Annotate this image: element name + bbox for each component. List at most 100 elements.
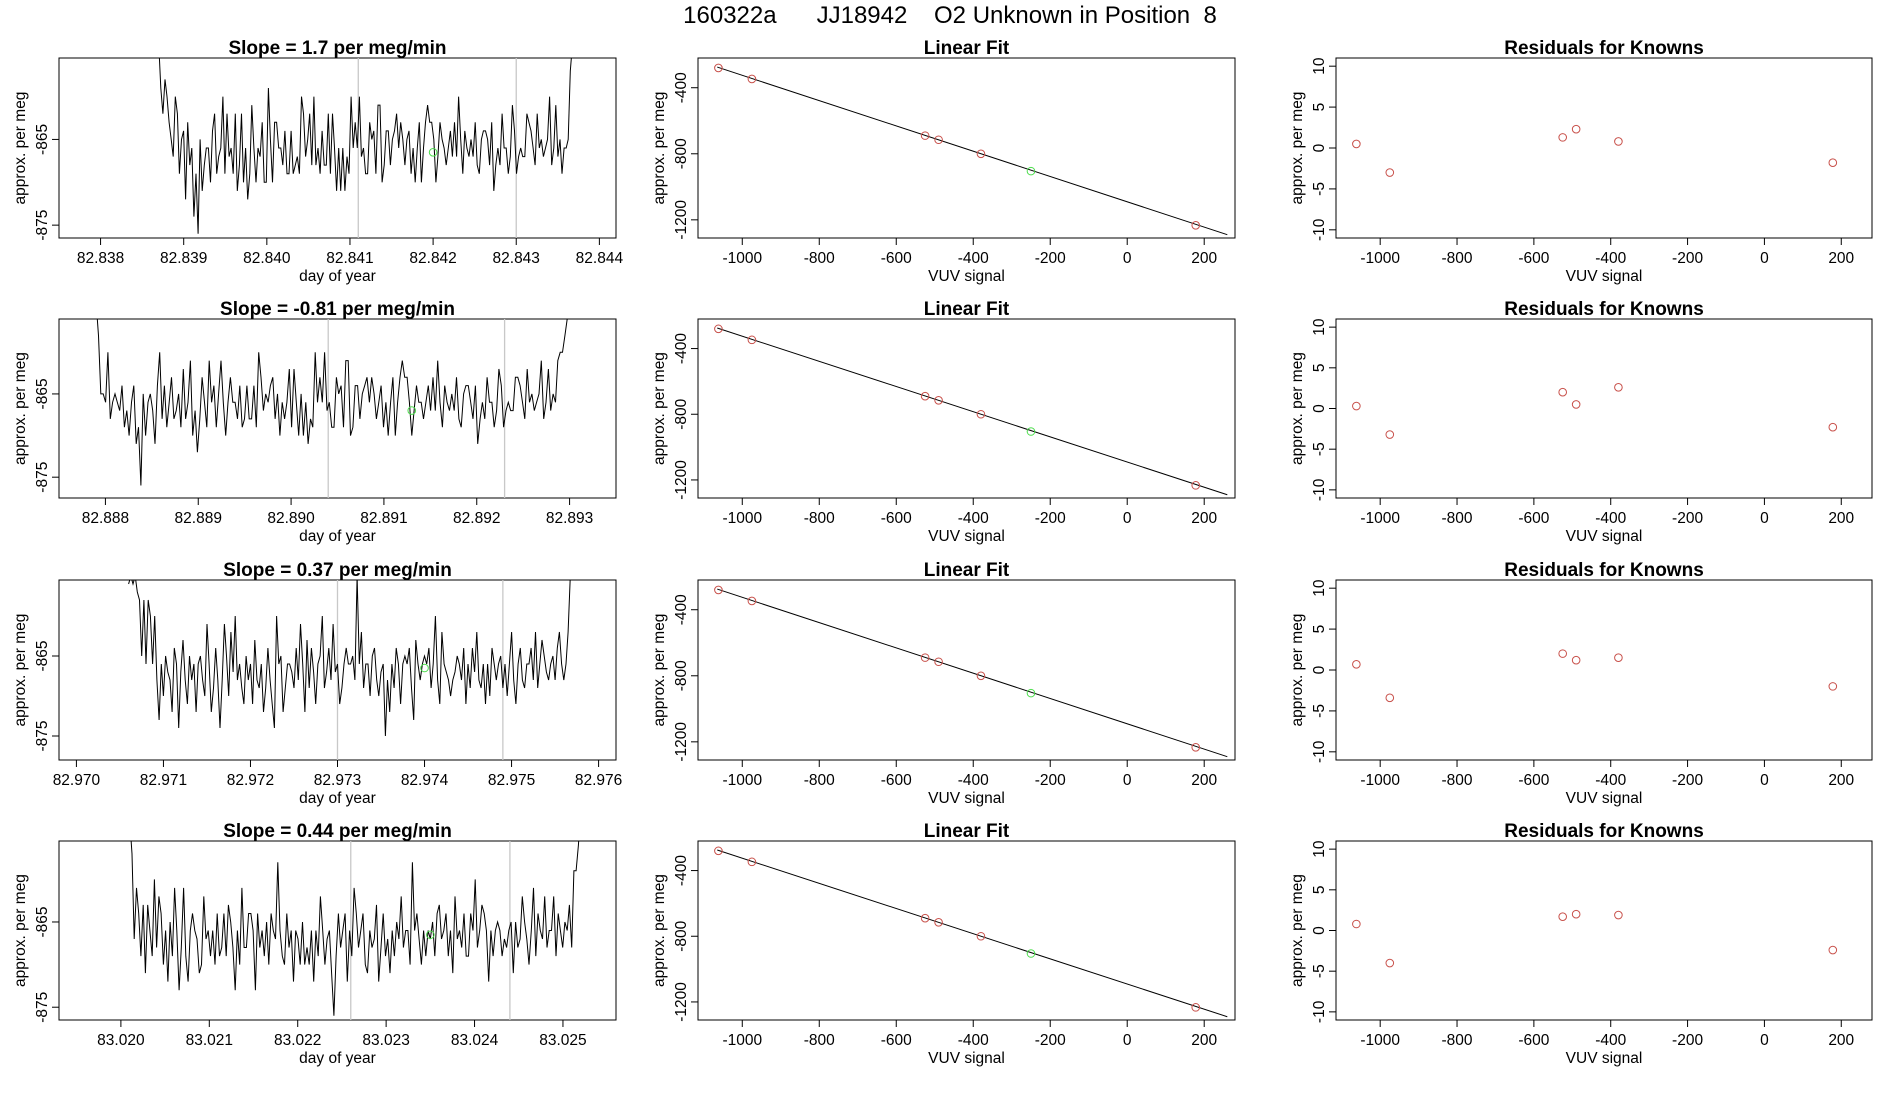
plot-frame <box>58 840 617 1021</box>
x-tick-label: 82.889 <box>175 510 222 527</box>
y-tick-label: -865 <box>34 906 51 937</box>
known-point <box>747 74 757 84</box>
y-axis-label: approx. per meg <box>651 614 668 727</box>
x-tick-label: 0 <box>1123 250 1132 267</box>
known-point <box>920 391 930 401</box>
plot-frame <box>697 318 1236 499</box>
known-point <box>747 857 757 867</box>
x-tick-label: 82.843 <box>493 250 540 267</box>
residual-point <box>1614 910 1623 920</box>
known-point <box>976 149 986 159</box>
plot-frame <box>697 579 1236 761</box>
x-tick-label: -200 <box>1672 250 1703 267</box>
x-tick-label: 0 <box>1123 1032 1132 1049</box>
plot-frame <box>697 57 1236 239</box>
x-tick-label: 82.840 <box>243 250 291 267</box>
x-tick-label: 82.838 <box>77 250 124 267</box>
residual-point <box>1571 655 1581 665</box>
plot-frame <box>1335 840 1873 1021</box>
x-tick-label: -1000 <box>1360 510 1400 527</box>
residual-point <box>1385 430 1395 439</box>
known-point <box>714 846 723 856</box>
x-tick-label: 200 <box>1828 250 1854 267</box>
y-axis-label: approx. per meg <box>651 352 668 465</box>
residual-point <box>1352 659 1361 669</box>
y-tick-label: 10 <box>1311 579 1328 597</box>
known-point <box>714 63 723 73</box>
residual-point <box>1614 137 1623 146</box>
panel-title: Slope = 0.44 per meg/min <box>223 821 452 842</box>
x-tick-label: 82.888 <box>82 510 129 527</box>
y-tick-label: 5 <box>1311 364 1328 373</box>
y-axis-label: approx. per meg <box>12 874 29 987</box>
residual-point <box>1614 653 1623 663</box>
y-tick-label: 0 <box>1311 404 1328 413</box>
x-axis-label: day of year <box>299 1050 376 1067</box>
y-axis-label: approx. per meg <box>12 92 29 205</box>
x-axis-label: VUV signal <box>928 268 1005 285</box>
x-tick-label: 200 <box>1191 510 1217 527</box>
known-point <box>976 671 986 681</box>
panel-title: Residuals for Knowns <box>1504 299 1704 320</box>
x-tick-label: 82.976 <box>575 772 622 789</box>
x-axis-label: VUV signal <box>1566 1050 1643 1067</box>
x-tick-label: -200 <box>1035 250 1066 267</box>
y-tick-label: -865 <box>34 124 51 155</box>
unknown-mean-point <box>426 930 435 940</box>
x-tick-label: -400 <box>958 1032 989 1049</box>
residual-point <box>1558 912 1567 921</box>
y-tick-label: -400 <box>673 72 690 103</box>
x-tick-label: 200 <box>1191 772 1217 789</box>
panel-title: Linear Fit <box>924 38 1010 59</box>
panel-title: Linear Fit <box>924 299 1010 320</box>
y-tick-label: -875 <box>34 720 51 751</box>
x-tick-label: -200 <box>1672 772 1703 789</box>
x-tick-label: 82.893 <box>546 510 593 527</box>
x-tick-label: 200 <box>1828 772 1854 789</box>
x-tick-label: -200 <box>1035 1032 1066 1049</box>
residual-point <box>1571 400 1581 409</box>
unknown-point <box>1026 427 1036 436</box>
y-tick-label: -400 <box>673 594 690 625</box>
x-tick-label: 83.020 <box>97 1032 145 1049</box>
x-tick-label: -200 <box>1672 1032 1703 1049</box>
x-tick-label: -1000 <box>1360 1032 1400 1049</box>
y-tick-label: -10 <box>1311 1000 1328 1023</box>
y-tick-label: -800 <box>673 138 690 169</box>
x-tick-label: -200 <box>1672 510 1703 527</box>
known-point <box>714 585 723 595</box>
y-tick-label: 10 <box>1311 840 1328 858</box>
y-tick-label: -10 <box>1311 740 1328 763</box>
y-tick-label: 5 <box>1311 625 1328 634</box>
y-axis-label: approx. per meg <box>1289 352 1306 465</box>
y-tick-label: 5 <box>1311 886 1328 895</box>
x-tick-label: 83.023 <box>362 1032 409 1049</box>
x-tick-label: -800 <box>1442 1032 1473 1049</box>
y-tick-label: -1200 <box>673 460 690 500</box>
y-axis-label: approx. per meg <box>12 614 29 727</box>
x-tick-label: -800 <box>804 250 835 267</box>
x-axis-label: day of year <box>299 268 376 285</box>
time-series-line <box>158 58 572 234</box>
fit-line <box>717 327 1228 496</box>
residual-point <box>1828 945 1838 955</box>
time-series-line <box>130 841 580 1016</box>
known-point <box>714 324 723 334</box>
known-point <box>920 913 930 923</box>
x-tick-label: -200 <box>1035 510 1066 527</box>
residual-point <box>1558 649 1567 658</box>
residual-point <box>1558 133 1567 142</box>
plot-frame <box>697 840 1236 1021</box>
x-tick-label: -400 <box>1595 772 1626 789</box>
panel-title: Slope = 0.37 per meg/min <box>223 560 452 581</box>
x-tick-label: -600 <box>1518 250 1549 267</box>
x-tick-label: -600 <box>881 1032 912 1049</box>
x-tick-label: -600 <box>1518 772 1549 789</box>
x-tick-label: -800 <box>804 510 835 527</box>
